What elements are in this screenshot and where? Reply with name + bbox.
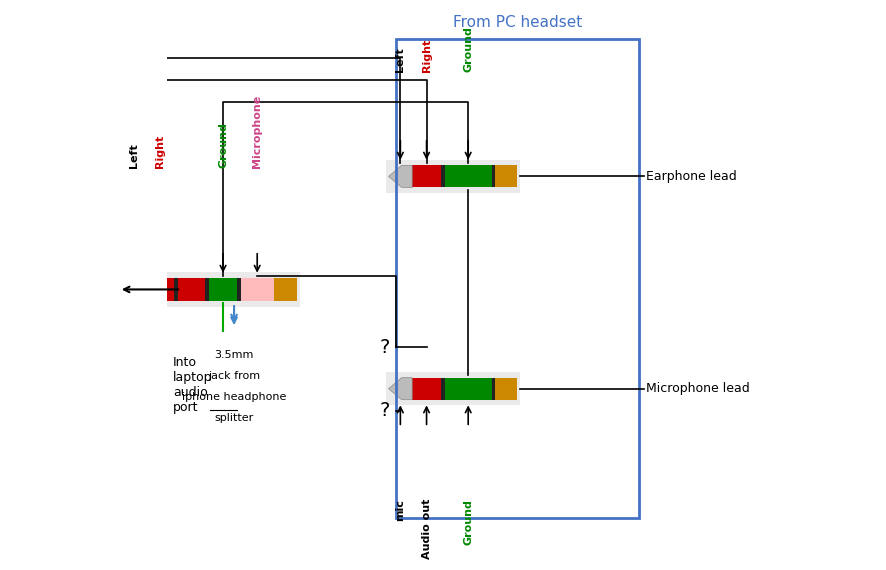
Bar [178,278,206,301]
Text: 3.5mm: 3.5mm [214,350,253,360]
Bar [385,160,520,193]
Bar [237,278,241,301]
Bar [119,272,299,307]
Text: ?: ? [380,338,391,357]
Text: iphone headphone: iphone headphone [182,392,286,402]
Bar [492,378,495,400]
Text: Left: Left [395,47,406,72]
Bar [412,378,441,400]
Bar [396,39,639,518]
Bar [441,165,445,188]
Text: From PC headset: From PC headset [453,15,582,30]
Text: mic: mic [395,499,406,521]
Text: splitter: splitter [214,413,253,423]
Bar [441,378,445,400]
Text: Right: Right [155,135,165,168]
Bar [445,165,492,188]
Text: Ground: Ground [218,123,228,168]
Bar [385,372,520,405]
Bar [274,278,297,301]
Text: Microphone lead: Microphone lead [646,382,750,395]
Bar [495,378,517,400]
Text: ?: ? [380,401,391,420]
Bar [174,278,178,301]
Bar [206,278,209,301]
Bar [209,278,237,301]
Text: Ground: Ground [463,26,473,72]
Bar [492,165,495,188]
Bar [445,378,492,400]
Text: Audio out: Audio out [422,499,431,559]
Text: Into
laptop
audio
port: Into laptop audio port [173,356,213,414]
Polygon shape [389,378,412,400]
Text: Right: Right [422,38,431,72]
Polygon shape [121,278,146,301]
Polygon shape [389,165,412,188]
Bar [241,278,274,301]
Text: Earphone lead: Earphone lead [646,170,736,183]
Bar [412,165,441,188]
Text: Left: Left [129,144,139,168]
Bar [495,165,517,188]
Text: Ground: Ground [463,499,473,545]
Bar [146,278,174,301]
Text: jack from: jack from [208,371,260,381]
Text: Microphone: Microphone [253,95,262,168]
